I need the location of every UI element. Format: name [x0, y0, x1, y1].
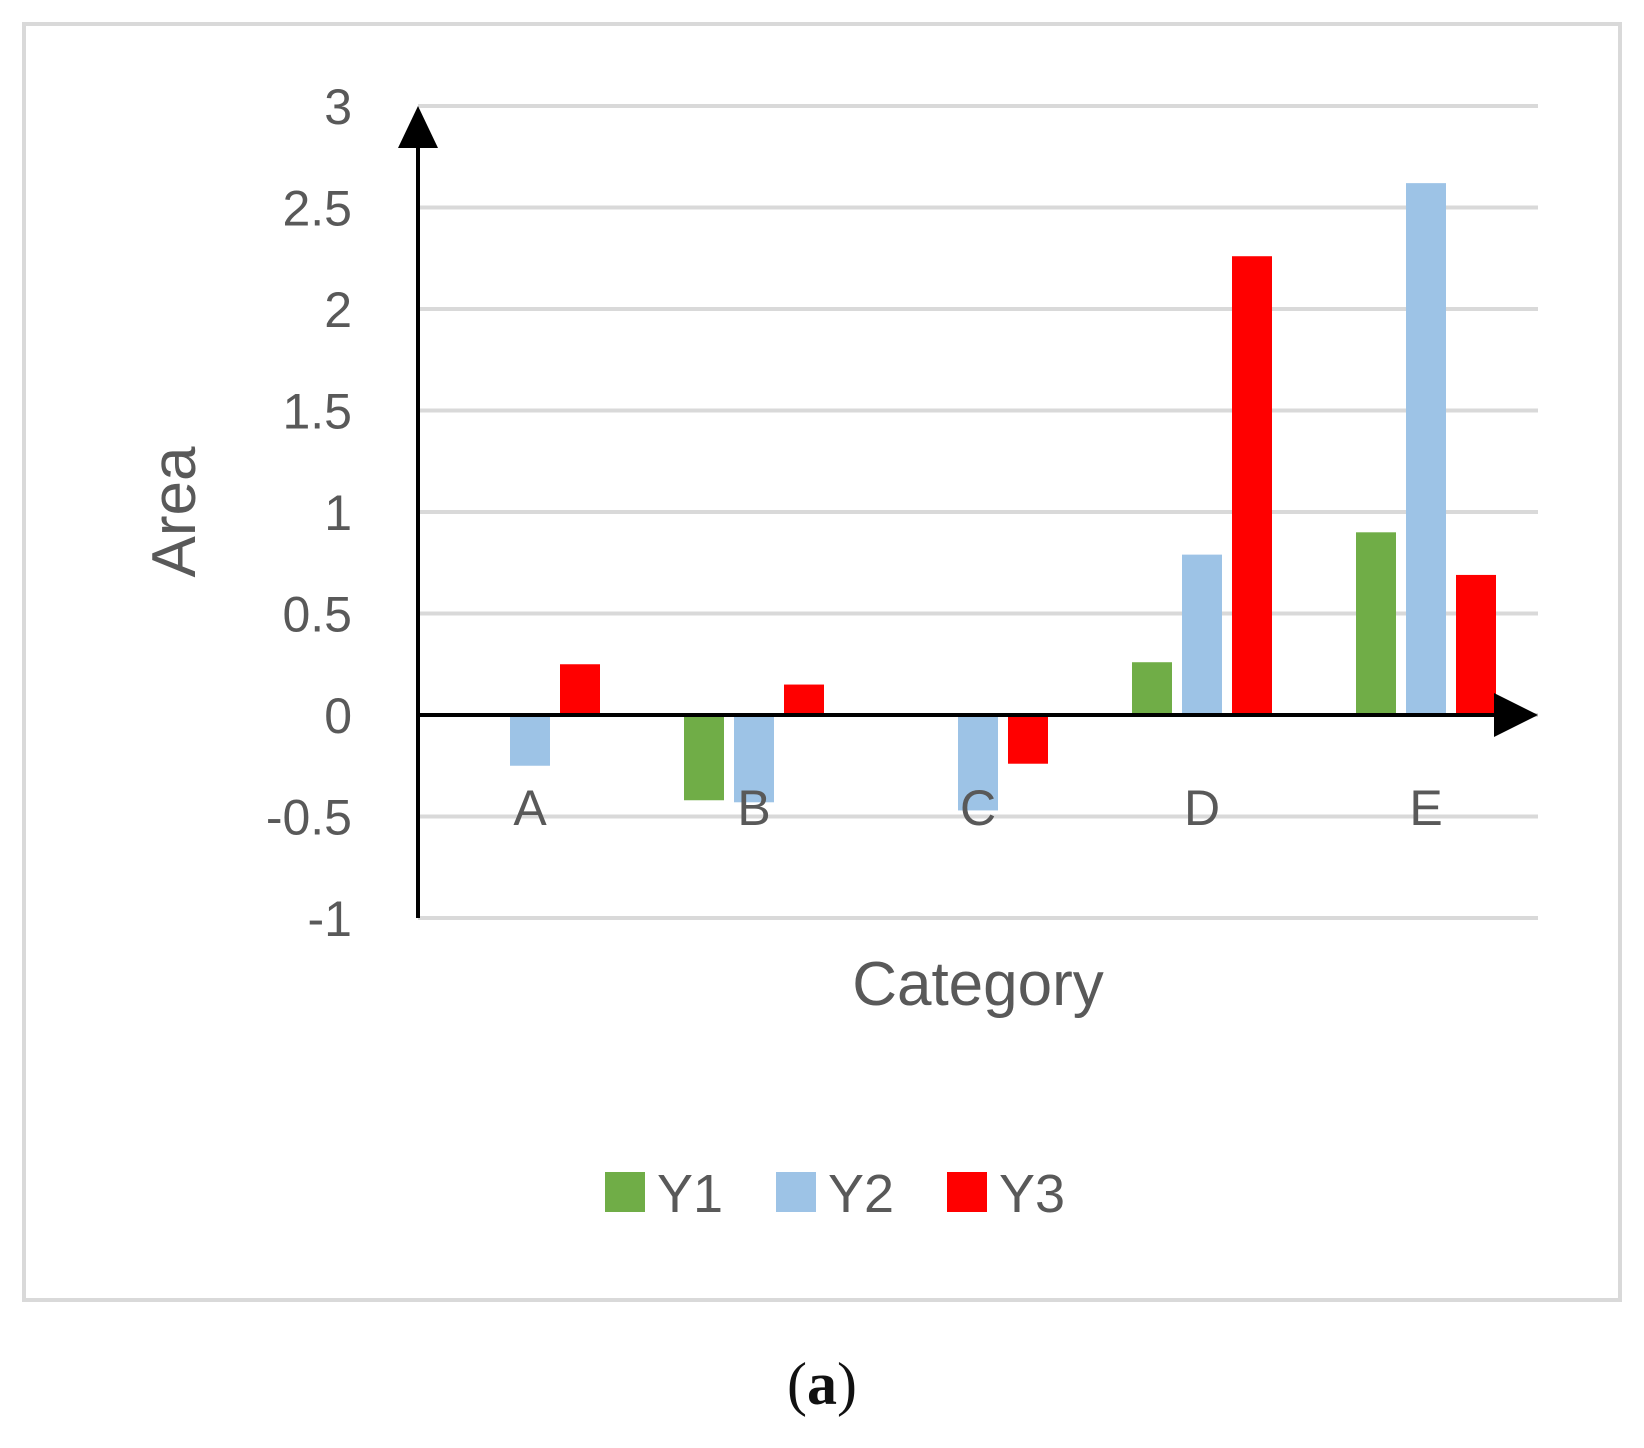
bar-y2-d — [1182, 554, 1222, 715]
x-tick-label: E — [1409, 780, 1442, 836]
legend-label-y3: Y3 — [999, 1164, 1065, 1224]
bar-y3-d — [1232, 256, 1272, 715]
x-tick-label: A — [513, 780, 547, 836]
y-tick-label: -1 — [308, 891, 352, 947]
y-tick-label: -0.5 — [266, 790, 352, 846]
legend-swatch-y1 — [605, 1172, 645, 1212]
bar-y2-a — [510, 715, 550, 766]
axes — [398, 106, 1538, 918]
y-tick-label: 2.5 — [282, 181, 352, 237]
y-tick-label: 1 — [324, 485, 352, 541]
bar-y2-c — [958, 715, 998, 811]
x-tick-labels: A B C D E — [513, 780, 1442, 836]
legend: Y1 Y2 Y3 — [605, 1164, 1065, 1224]
caption-close-paren: ) — [837, 1351, 857, 1417]
bar-y2-b — [734, 715, 774, 803]
legend-label-y2: Y2 — [828, 1164, 894, 1224]
y-tick-label: 3 — [324, 79, 352, 135]
bar-y1-b — [684, 715, 724, 801]
legend-label-y1: Y1 — [657, 1164, 723, 1224]
bar-y2-e — [1406, 183, 1446, 715]
bar-y3-e — [1456, 574, 1496, 715]
y-axis-arrowhead — [398, 106, 438, 148]
y-tick-labels: 3 2.5 2 1.5 1 0.5 0 -0.5 -1 — [266, 79, 352, 947]
chart-frame — [22, 22, 1622, 1302]
x-axis-title: Category — [852, 950, 1104, 1019]
y-axis-title: Area — [140, 446, 209, 577]
x-tick-label: C — [960, 780, 996, 836]
y-tick-label: 0.5 — [282, 587, 352, 643]
bar-y1-e — [1356, 532, 1396, 715]
caption-letter: a — [807, 1351, 837, 1417]
y-tick-label: 2 — [324, 282, 352, 338]
figure-caption: (a) — [0, 1350, 1644, 1419]
caption-open-paren: ( — [787, 1351, 807, 1417]
bars — [510, 183, 1496, 811]
bar-y3-c — [1008, 715, 1048, 764]
x-tick-label: D — [1184, 780, 1220, 836]
legend-swatch-y2 — [776, 1172, 816, 1212]
bar-y3-b — [784, 684, 824, 715]
x-axis-arrowhead — [1494, 693, 1538, 737]
bar-y3-a — [560, 664, 600, 715]
x-tick-label: B — [737, 780, 770, 836]
bar-y1-d — [1132, 662, 1172, 715]
legend-swatch-y3 — [947, 1172, 987, 1212]
y-tick-label: 0 — [324, 688, 352, 744]
y-tick-label: 1.5 — [282, 384, 352, 440]
